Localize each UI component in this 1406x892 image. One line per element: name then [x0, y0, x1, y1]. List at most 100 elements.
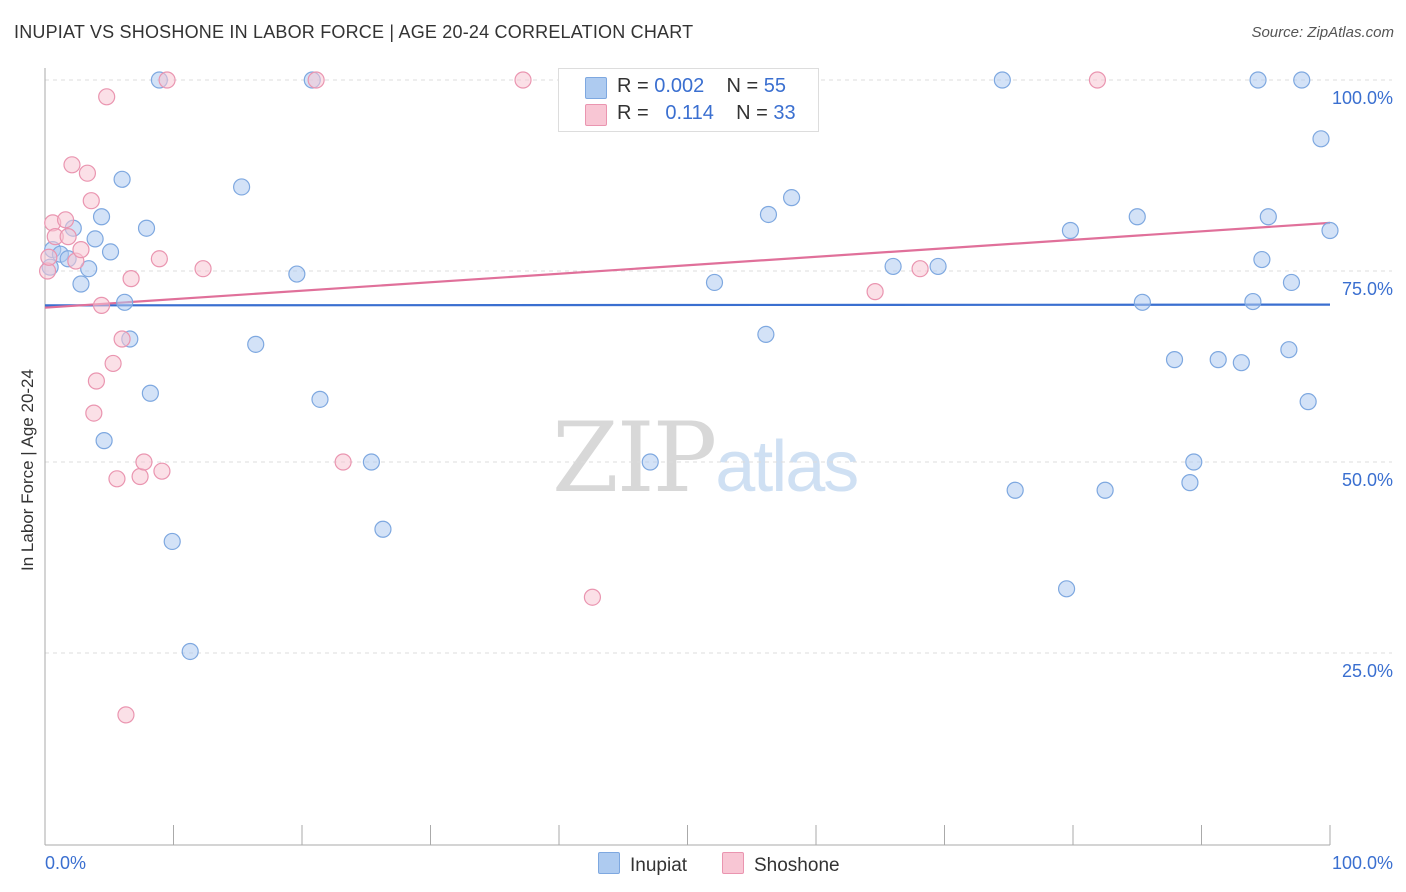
correlation-legend: R = 0.002 N = 55 R = 0.114 N = 33	[558, 68, 819, 132]
point-shoshone	[153, 462, 171, 480]
legend-text-shoshone: R = 0.114 N = 33	[617, 102, 796, 125]
legend-n-label: N =	[736, 102, 768, 124]
legend-r-label: R =	[617, 75, 649, 97]
bottom-legend-swatch-inupiat	[598, 852, 620, 874]
point-inupiat	[137, 219, 156, 237]
point-shoshone	[108, 470, 126, 488]
points-layer	[38, 71, 1339, 724]
point-inupiat	[1253, 250, 1271, 269]
point-inupiat	[86, 230, 104, 248]
point-inupiat	[1232, 354, 1250, 372]
point-shoshone	[150, 250, 168, 268]
point-inupiat	[374, 520, 392, 538]
point-inupiat	[1061, 221, 1080, 240]
point-shoshone	[72, 241, 90, 259]
point-shoshone	[113, 330, 131, 348]
bottom-legend-label-shoshone: Shoshone	[754, 855, 840, 876]
trend-line-shoshone	[44, 221, 1331, 309]
point-inupiat	[1181, 474, 1199, 492]
point-shoshone	[583, 588, 602, 606]
point-shoshone	[307, 71, 325, 89]
point-shoshone	[117, 706, 135, 724]
legend-r-value: 0.114	[665, 102, 714, 124]
point-inupiat	[1057, 580, 1076, 598]
point-inupiat	[1259, 208, 1277, 226]
point-inupiat	[101, 243, 120, 261]
tick-label-layer: 25.0% 50.0% 75.0% 100.0% 0.0% 100.0%	[45, 88, 1393, 873]
point-shoshone	[514, 71, 532, 89]
legend-r-value: 0.002	[654, 75, 705, 97]
point-shoshone	[56, 211, 75, 229]
point-inupiat	[1299, 393, 1317, 411]
legend-swatch-shoshone	[585, 104, 607, 126]
point-shoshone	[334, 453, 352, 471]
trend-line-inupiat	[44, 303, 1331, 307]
y-axis-label: In Labor Force | Age 20-24	[18, 369, 37, 571]
point-shoshone	[78, 164, 97, 182]
point-shoshone	[911, 260, 929, 278]
y-axis-label-wrap: In Labor Force | Age 20-24	[8, 300, 48, 640]
legend-text-inupiat: R = 0.002 N = 55	[617, 75, 786, 98]
point-shoshone	[194, 260, 212, 278]
point-inupiat	[757, 325, 775, 344]
point-inupiat	[929, 257, 947, 276]
point-inupiat	[311, 390, 329, 408]
point-inupiat	[1133, 293, 1151, 311]
source-label: Source: ZipAtlas.com	[1251, 24, 1394, 41]
point-inupiat	[884, 257, 902, 276]
point-inupiat	[782, 189, 801, 207]
watermark-atlas: atlas	[715, 427, 859, 507]
point-shoshone	[104, 354, 122, 373]
point-inupiat	[247, 335, 265, 353]
bottom-legend-inupiat: Inupiat	[598, 852, 687, 877]
point-inupiat	[1282, 273, 1301, 292]
point-inupiat	[362, 453, 380, 471]
point-inupiat	[92, 208, 111, 226]
point-inupiat	[1185, 453, 1203, 471]
trend-layer	[44, 221, 1331, 309]
y-tick-label: 25.0%	[1342, 661, 1393, 681]
point-inupiat	[1244, 292, 1262, 311]
point-inupiat	[705, 273, 724, 292]
point-shoshone	[92, 296, 111, 314]
legend-swatch-inupiat	[585, 77, 607, 99]
axis-layer	[44, 68, 1331, 846]
point-shoshone	[63, 156, 81, 174]
point-inupiat	[1165, 351, 1184, 369]
point-inupiat	[95, 432, 113, 450]
legend-n-value: 55	[763, 75, 787, 97]
bottom-legend-shoshone: Shoshone	[722, 852, 840, 877]
point-shoshone	[87, 372, 106, 390]
point-inupiat	[1293, 71, 1311, 89]
watermark-zip: ZIP	[552, 402, 717, 514]
legend-r-label: R =	[617, 102, 649, 124]
point-inupiat	[993, 71, 1011, 89]
point-inupiat	[233, 178, 251, 196]
point-inupiat	[1006, 481, 1024, 499]
point-shoshone	[1088, 71, 1107, 89]
point-shoshone	[135, 453, 153, 471]
bottom-legend-label-inupiat: Inupiat	[630, 855, 688, 876]
x-tick-label-min: 0.0%	[45, 853, 86, 873]
point-shoshone	[85, 404, 103, 422]
point-inupiat	[288, 265, 306, 283]
legend-n-value: 33	[773, 102, 796, 124]
point-inupiat	[116, 293, 134, 311]
point-inupiat	[759, 205, 778, 224]
point-inupiat	[113, 170, 131, 188]
legend-n-label: N =	[726, 75, 759, 97]
point-shoshone	[82, 192, 100, 210]
point-inupiat	[1249, 71, 1267, 89]
point-shoshone	[122, 270, 140, 288]
point-inupiat	[141, 384, 159, 402]
point-inupiat	[163, 532, 181, 551]
point-shoshone	[866, 283, 884, 301]
point-inupiat	[80, 260, 98, 278]
point-inupiat	[1209, 351, 1227, 369]
x-tick-label-max: 100.0%	[1332, 853, 1393, 873]
point-inupiat	[1128, 208, 1146, 226]
point-shoshone	[158, 71, 176, 89]
point-inupiat	[1312, 130, 1330, 148]
grid-layer	[45, 79, 1392, 654]
